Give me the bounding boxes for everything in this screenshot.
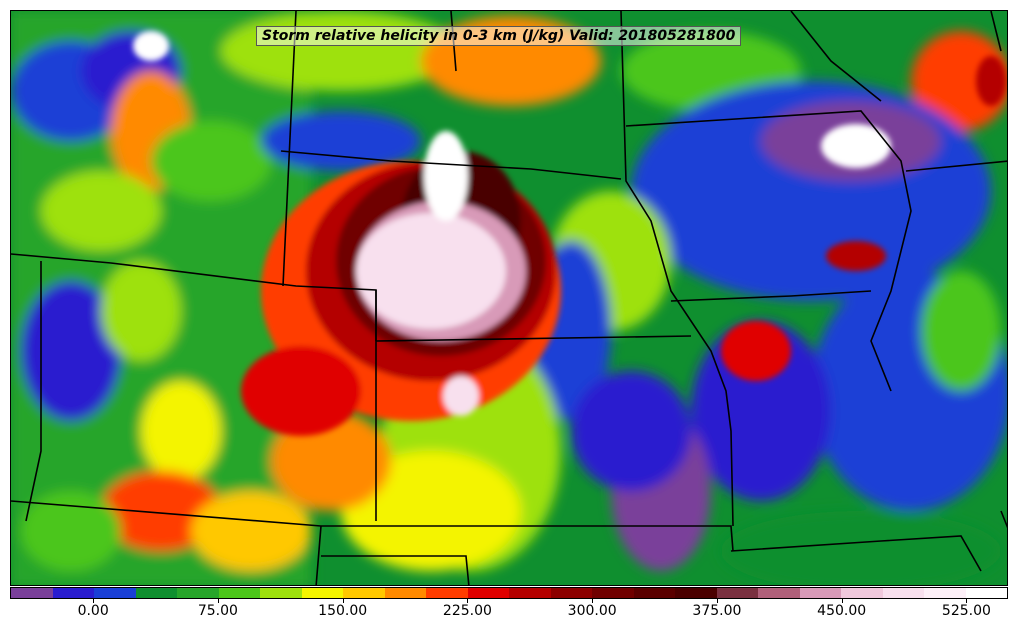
map-title: Storm relative helicity in 0-3 km (J/kg)… bbox=[256, 26, 742, 46]
colorbar-segment bbox=[633, 588, 675, 598]
colorbar bbox=[10, 587, 1008, 599]
colorbar-segment bbox=[218, 588, 260, 598]
colorbar-tick bbox=[93, 599, 95, 603]
colorbar-tick-label: 525.00 bbox=[941, 603, 991, 619]
colorbar-tick bbox=[841, 599, 843, 603]
helicity-core bbox=[133, 31, 1006, 436]
colorbar-segment bbox=[799, 588, 841, 598]
map-canvas bbox=[11, 11, 1007, 585]
colorbar-tick bbox=[592, 599, 594, 603]
colorbar-tick-label: 450.00 bbox=[817, 603, 867, 619]
colorbar-segment bbox=[11, 588, 53, 598]
colorbar-tick bbox=[217, 599, 219, 603]
colorbar-tick-label: 0.00 bbox=[77, 603, 109, 619]
colorbar-segment bbox=[52, 588, 94, 598]
colorbar-tick-label: 75.00 bbox=[197, 603, 238, 619]
colorbar-tick bbox=[966, 599, 968, 603]
colorbar-segment bbox=[426, 588, 468, 598]
colorbar-tick-label: 150.00 bbox=[318, 603, 368, 619]
colorbar-segment bbox=[467, 588, 509, 598]
colorbar-tick-label: 300.00 bbox=[567, 603, 617, 619]
colorbar-tick bbox=[467, 599, 469, 603]
colorbar-segment bbox=[965, 588, 1007, 598]
colorbar-tick bbox=[342, 599, 344, 603]
colorbar-tick-label: 225.00 bbox=[442, 603, 492, 619]
colorbar-segment bbox=[509, 588, 551, 598]
colorbar-segment bbox=[841, 588, 883, 598]
colorbar-segment bbox=[675, 588, 717, 598]
colorbar-tick-label: 375.00 bbox=[692, 603, 742, 619]
colorbar-segment bbox=[384, 588, 426, 598]
helicity-map: Storm relative helicity in 0-3 km (J/kg)… bbox=[10, 10, 1008, 586]
colorbar-segment bbox=[94, 588, 136, 598]
colorbar-segment bbox=[135, 588, 177, 598]
colorbar-segment bbox=[758, 588, 800, 598]
helicity-field bbox=[11, 11, 1007, 585]
colorbar-segment bbox=[882, 588, 924, 598]
colorbar-segment bbox=[343, 588, 385, 598]
colorbar-segment bbox=[550, 588, 592, 598]
colorbar-ticks: 0.00 75.00 150.00 225.00 300.00 375.00 450.00 5… bbox=[10, 599, 1008, 629]
colorbar-segment bbox=[301, 588, 343, 598]
colorbar-segment bbox=[592, 588, 634, 598]
colorbar-segment bbox=[924, 588, 966, 598]
colorbar-segment bbox=[260, 588, 302, 598]
colorbar-segment bbox=[177, 588, 219, 598]
colorbar-segment bbox=[716, 588, 758, 598]
colorbar-tick bbox=[716, 599, 718, 603]
